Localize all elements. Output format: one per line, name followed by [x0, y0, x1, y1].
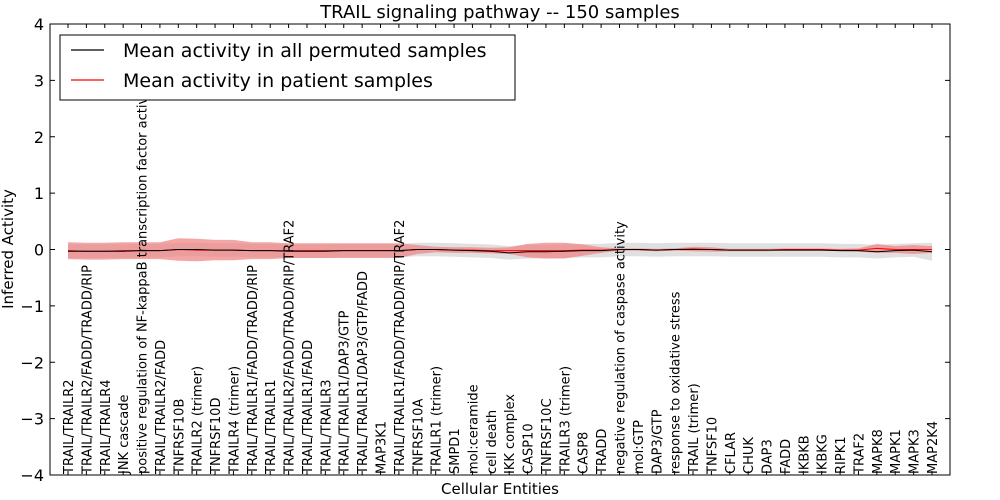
x-tick-label: CFLAR	[724, 432, 739, 474]
x-tick-label: CASP10	[522, 423, 537, 474]
x-tick-label: TRAIL/TRAILR2/FADD/TRADD/RIP/TRAF2	[283, 220, 298, 475]
x-tick-label: RIPK1	[834, 436, 849, 474]
x-tick-label: MAP2K4	[926, 421, 941, 474]
x-tick-label: TRAIL/TRAILR3	[319, 379, 334, 475]
legend: Mean activity in all permuted samples Me…	[59, 34, 516, 101]
x-tick-label: DAP3/GTP	[650, 409, 665, 474]
y-tick-label: −2	[20, 353, 44, 372]
x-tick-label: MAP3K1	[375, 421, 390, 474]
plot-frame	[49, 23, 951, 476]
x-tick-label: TRAIL/TRAILR1/DAP3/GTP	[338, 310, 353, 475]
x-tick-label: negative regulation of caspase activity	[614, 221, 629, 474]
chart-title: TRAIL signaling pathway -- 150 samples	[319, 2, 680, 23]
legend-label-permuted: Mean activity in all permuted samples	[123, 40, 486, 62]
x-tick-label: DAP3	[761, 439, 776, 474]
series-lines	[67, 247, 933, 254]
x-tick-label: IKBKG	[816, 434, 831, 474]
x-tick-label: CASP8	[577, 432, 592, 474]
x-tick-label: TRAILR3 (trimer)	[558, 366, 573, 475]
band-patient	[68, 238, 932, 262]
x-tick-label: TRAIL/TRAILR1/FADD	[301, 340, 316, 475]
x-tick-label: TRAILR4 (trimer)	[227, 366, 242, 475]
x-tick-label: mol:GTP	[632, 420, 647, 474]
legend-label-patient: Mean activity in patient samples	[123, 70, 433, 92]
x-tick-label: TRAIL/TRAILR4	[99, 379, 114, 475]
x-tick-label: FADD	[779, 439, 794, 474]
y-axis-ticks: −4 −3 −2 −1 0 1 2 3 4	[20, 15, 950, 485]
x-tick-label: TRAILR1 (trimer)	[430, 366, 445, 475]
x-tick-label: TRAILR2 (trimer)	[191, 366, 206, 475]
x-tick-label: JNK cascade	[117, 395, 132, 475]
x-tick-label: MAPK3	[908, 429, 923, 474]
x-tick-label: cell death	[485, 410, 500, 474]
y-tick-label: 4	[34, 15, 44, 34]
legend-box	[59, 34, 516, 101]
x-tick-label: TRADD	[595, 429, 610, 475]
x-axis-ticks: TRAIL/TRAILR2 TRAIL/TRAILR2/FADD/TRADD/RI…	[62, 24, 941, 475]
y-tick-label: 0	[34, 241, 44, 260]
y-tick-label: −1	[20, 297, 44, 316]
x-tick-label: mol:ceramide	[466, 384, 481, 474]
x-tick-label: positive regulation of NF-kappaB transcr…	[136, 80, 151, 474]
x-tick-label: TRAIL/TRAILR2/FADD/TRADD/RIP	[80, 265, 95, 475]
x-tick-label: IKK complex	[503, 394, 518, 474]
y-tick-label: 1	[34, 184, 44, 203]
x-tick-label: SMPD1	[448, 428, 463, 474]
series-line-permuted	[68, 249, 933, 254]
x-tick-label: TRAIL/TRAILR1/FADD/TRADD/RIP/TRAF2	[393, 220, 408, 475]
x-tick-label: TRAIL/TRAILR2	[62, 379, 77, 475]
x-tick-label: TNFRSF10D	[209, 398, 224, 475]
y-axis-label: Inferred Activity	[0, 189, 17, 309]
x-tick-label: MAPK1	[889, 429, 904, 474]
x-tick-label: IKBKB	[797, 435, 812, 474]
x-tick-label: TNFSF10	[705, 417, 720, 475]
x-tick-label: TRAIL (trimer)	[687, 383, 702, 475]
x-axis-label: Cellular Entities	[441, 480, 559, 498]
x-tick-label: MAPK8	[871, 429, 886, 474]
y-tick-label: −4	[20, 466, 44, 485]
x-tick-label: TRAIL/TRAILR1	[264, 379, 279, 475]
x-tick-label: TNFRSF10A	[411, 399, 426, 475]
y-tick-label: −3	[20, 410, 44, 429]
x-tick-label: TRAF2	[853, 433, 868, 475]
x-tick-label: TRAIL/TRAILR1/DAP3/GTP/FADD	[356, 271, 371, 475]
x-tick-label: TNFRSF10C	[540, 398, 555, 475]
y-tick-label: 2	[34, 128, 44, 147]
x-tick-label: TRAIL/TRAILR1/FADD/TRADD/RIP	[246, 265, 261, 475]
x-tick-label: CHUK	[742, 437, 757, 474]
y-tick-label: 3	[34, 71, 44, 90]
x-tick-label: TNFRSF10B	[172, 399, 187, 475]
x-tick-label: response to oxidative stress	[669, 291, 684, 474]
x-tick-label: TRAIL/TRAILR2/FADD	[154, 340, 169, 475]
